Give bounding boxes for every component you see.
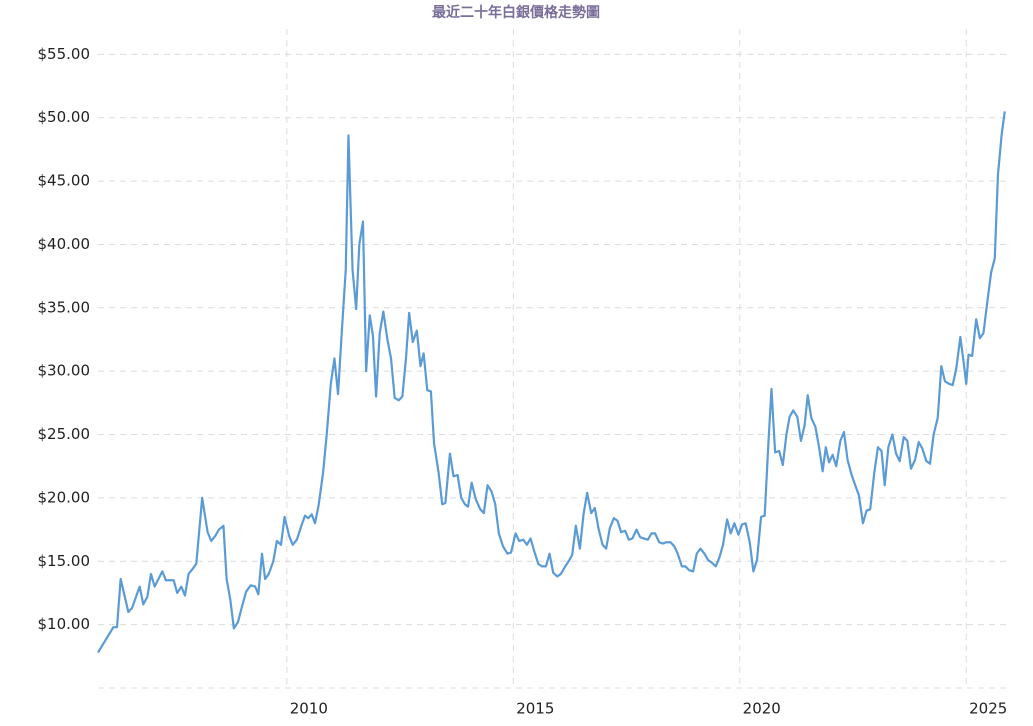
y-tick-label: $45.00 (38, 172, 91, 190)
price-line (97, 111, 1006, 654)
y-tick-label: $40.00 (38, 235, 91, 253)
x-tick-label: 2020 (743, 700, 781, 718)
y-tick-label: $50.00 (38, 108, 91, 126)
x-tick-label: 2015 (516, 700, 554, 718)
y-tick-label: $10.00 (38, 615, 91, 633)
y-tick-label: $35.00 (38, 298, 91, 316)
x-tick-label: 2010 (290, 700, 328, 718)
y-tick-label: $55.00 (38, 45, 91, 63)
y-tick-label: $25.00 (38, 425, 91, 443)
x-tick-label: 2025 (969, 700, 1007, 718)
y-tick-label: $20.00 (38, 488, 91, 506)
y-tick-label: $15.00 (38, 552, 91, 570)
chart-title: 最近二十年白銀價格走勢圖 (432, 4, 600, 21)
y-tick-label: $30.00 (38, 362, 91, 380)
